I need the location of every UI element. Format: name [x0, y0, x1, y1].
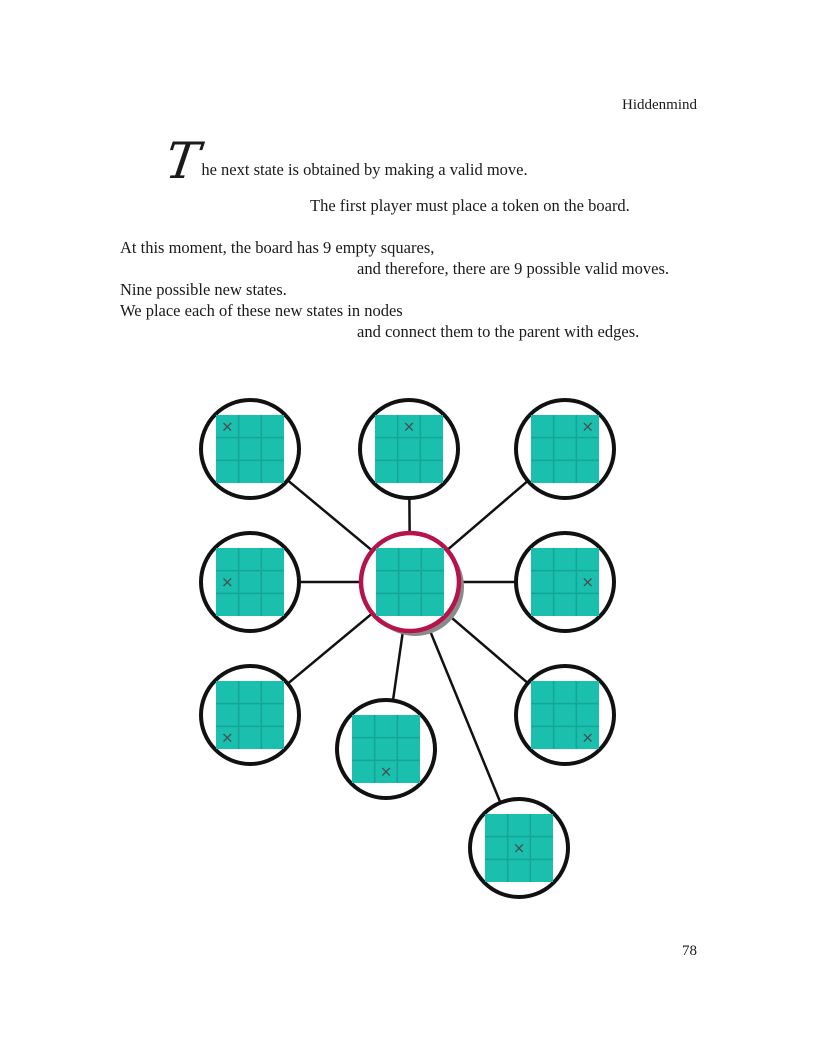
child-node: ×: [514, 664, 616, 766]
paragraph-line-3: Nine possible new states.: [120, 280, 287, 299]
x-token: ×: [380, 763, 393, 781]
board-square: [216, 681, 284, 749]
x-token: ×: [403, 417, 416, 435]
paragraph-line-2: and therefore, there are 9 possible vali…: [357, 259, 670, 278]
tree-edge: [391, 630, 405, 701]
paragraph-line-5: and connect them to the parent with edge…: [357, 322, 640, 341]
child-node: ×: [468, 797, 570, 899]
board-square: [352, 715, 420, 783]
board-square: [216, 415, 284, 483]
board-square: [531, 548, 599, 616]
board-square: [376, 548, 444, 616]
child-node: ×: [514, 398, 616, 500]
running-header: Hiddenmind: [622, 97, 697, 113]
board-square: [531, 415, 599, 483]
x-token: ×: [581, 417, 594, 435]
tree-edge: [446, 612, 529, 685]
child-node: ×: [199, 531, 301, 633]
tree-edge: [286, 479, 374, 552]
child-node: ×: [514, 531, 616, 633]
x-token: ×: [581, 573, 594, 591]
tree-edge: [427, 626, 502, 804]
board-square: [216, 548, 284, 616]
board-square: [375, 415, 443, 483]
tree-edge: [286, 612, 374, 685]
x-token: ×: [221, 573, 234, 591]
x-token: ×: [221, 729, 234, 747]
x-token: ×: [581, 729, 594, 747]
intro-first-line-text: he next state is obtained by making a va…: [201, 160, 528, 179]
child-node: ×: [358, 398, 460, 500]
parent-node: [358, 530, 464, 636]
tree-edge: [446, 479, 529, 552]
intro-first-line: T he next state is obtained by making a …: [162, 132, 528, 190]
paragraph-line-1: At this moment, the board has 9 empty sq…: [120, 238, 435, 257]
x-token: ×: [221, 417, 234, 435]
child-node: ×: [199, 664, 301, 766]
child-node: ×: [199, 398, 301, 500]
paragraph-line-4: We place each of these new states in nod…: [120, 301, 403, 320]
page-number: 78: [682, 943, 697, 959]
intro-second-line: The first player must place a token on t…: [310, 196, 630, 215]
board-square: [485, 814, 553, 882]
x-token: ×: [513, 839, 526, 857]
board-square: [531, 681, 599, 749]
child-node: ×: [335, 698, 437, 800]
